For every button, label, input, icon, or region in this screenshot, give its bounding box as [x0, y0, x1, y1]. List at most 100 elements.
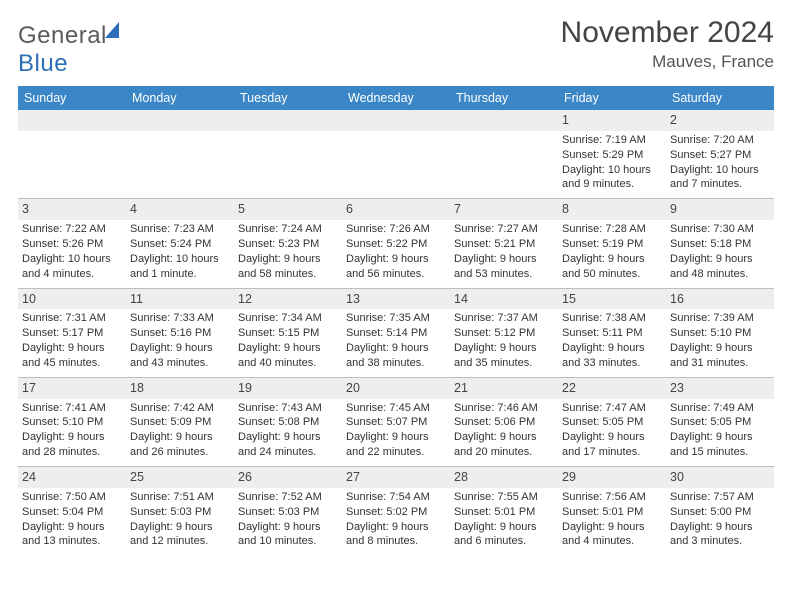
sunrise-line: Sunrise: 7:35 AM [346, 311, 446, 326]
day-empty [18, 110, 126, 198]
sunset-line: Sunset: 5:21 PM [454, 237, 554, 252]
sunrise-line: Sunrise: 7:23 AM [130, 222, 230, 237]
sunset-line: Sunset: 5:16 PM [130, 326, 230, 341]
day-28: 28Sunrise: 7:55 AMSunset: 5:01 PMDayligh… [450, 467, 558, 555]
day-number: 21 [454, 381, 468, 395]
day-9: 9Sunrise: 7:30 AMSunset: 5:18 PMDaylight… [666, 199, 774, 287]
daylight-line: Daylight: 9 hours and 26 minutes. [130, 430, 230, 460]
sunset-line: Sunset: 5:19 PM [562, 237, 662, 252]
daylight-line: Daylight: 9 hours and 22 minutes. [346, 430, 446, 460]
sunset-line: Sunset: 5:12 PM [454, 326, 554, 341]
day-4: 4Sunrise: 7:23 AMSunset: 5:24 PMDaylight… [126, 199, 234, 287]
day-29: 29Sunrise: 7:56 AMSunset: 5:01 PMDayligh… [558, 467, 666, 555]
daylight-line: Daylight: 9 hours and 43 minutes. [130, 341, 230, 371]
day-number-row: 27 [342, 467, 450, 488]
day-number: 27 [346, 470, 360, 484]
day-number [130, 113, 133, 127]
sunrise-line: Sunrise: 7:39 AM [670, 311, 770, 326]
sunset-line: Sunset: 5:03 PM [238, 505, 338, 520]
day-empty [450, 110, 558, 198]
day-17: 17Sunrise: 7:41 AMSunset: 5:10 PMDayligh… [18, 378, 126, 466]
day-number-row: 11 [126, 289, 234, 310]
day-number-row: 21 [450, 378, 558, 399]
day-number-row: 18 [126, 378, 234, 399]
day-number: 30 [670, 470, 684, 484]
sunset-line: Sunset: 5:05 PM [670, 415, 770, 430]
sunset-line: Sunset: 5:10 PM [22, 415, 122, 430]
weeks: 1Sunrise: 7:19 AMSunset: 5:29 PMDaylight… [18, 110, 774, 555]
sunset-line: Sunset: 5:11 PM [562, 326, 662, 341]
day-number [238, 113, 241, 127]
day-18: 18Sunrise: 7:42 AMSunset: 5:09 PMDayligh… [126, 378, 234, 466]
day-20: 20Sunrise: 7:45 AMSunset: 5:07 PMDayligh… [342, 378, 450, 466]
calendar: SundayMondayTuesdayWednesdayThursdayFrid… [18, 86, 774, 555]
day-number-row: 15 [558, 289, 666, 310]
weekday-friday: Friday [558, 86, 666, 110]
daylight-line: Daylight: 10 hours and 1 minute. [130, 252, 230, 282]
sunrise-line: Sunrise: 7:54 AM [346, 490, 446, 505]
day-8: 8Sunrise: 7:28 AMSunset: 5:19 PMDaylight… [558, 199, 666, 287]
sunrise-line: Sunrise: 7:50 AM [22, 490, 122, 505]
day-number-row: 7 [450, 199, 558, 220]
day-number-row: 4 [126, 199, 234, 220]
month-title: November 2024 [561, 16, 774, 50]
day-number: 16 [670, 292, 684, 306]
sunrise-line: Sunrise: 7:38 AM [562, 311, 662, 326]
day-number-row: 6 [342, 199, 450, 220]
day-number-row: 5 [234, 199, 342, 220]
sunrise-line: Sunrise: 7:51 AM [130, 490, 230, 505]
day-number-row [234, 110, 342, 131]
day-number: 26 [238, 470, 252, 484]
day-number-row: 9 [666, 199, 774, 220]
week-row: 24Sunrise: 7:50 AMSunset: 5:04 PMDayligh… [18, 466, 774, 555]
day-number: 5 [238, 202, 245, 216]
weekday-row: SundayMondayTuesdayWednesdayThursdayFrid… [18, 86, 774, 110]
sunset-line: Sunset: 5:10 PM [670, 326, 770, 341]
day-empty [342, 110, 450, 198]
daylight-line: Daylight: 9 hours and 56 minutes. [346, 252, 446, 282]
day-number-row: 28 [450, 467, 558, 488]
week-row: 10Sunrise: 7:31 AMSunset: 5:17 PMDayligh… [18, 288, 774, 377]
sunrise-line: Sunrise: 7:46 AM [454, 401, 554, 416]
day-7: 7Sunrise: 7:27 AMSunset: 5:21 PMDaylight… [450, 199, 558, 287]
day-empty [126, 110, 234, 198]
sunset-line: Sunset: 5:09 PM [130, 415, 230, 430]
sunset-line: Sunset: 5:26 PM [22, 237, 122, 252]
logo: General Blue [18, 16, 119, 78]
sunset-line: Sunset: 5:14 PM [346, 326, 446, 341]
daylight-line: Daylight: 9 hours and 31 minutes. [670, 341, 770, 371]
day-number: 15 [562, 292, 576, 306]
logo-sail-icon [105, 22, 119, 38]
sunset-line: Sunset: 5:27 PM [670, 148, 770, 163]
daylight-line: Daylight: 9 hours and 58 minutes. [238, 252, 338, 282]
daylight-line: Daylight: 9 hours and 50 minutes. [562, 252, 662, 282]
sunrise-line: Sunrise: 7:26 AM [346, 222, 446, 237]
weekday-tuesday: Tuesday [234, 86, 342, 110]
daylight-line: Daylight: 9 hours and 45 minutes. [22, 341, 122, 371]
day-number: 9 [670, 202, 677, 216]
sunrise-line: Sunrise: 7:19 AM [562, 133, 662, 148]
day-number-row: 20 [342, 378, 450, 399]
sunrise-line: Sunrise: 7:55 AM [454, 490, 554, 505]
sunrise-line: Sunrise: 7:34 AM [238, 311, 338, 326]
sunrise-line: Sunrise: 7:22 AM [22, 222, 122, 237]
day-number: 25 [130, 470, 144, 484]
day-number: 22 [562, 381, 576, 395]
day-number-row [18, 110, 126, 131]
sunrise-line: Sunrise: 7:31 AM [22, 311, 122, 326]
day-number-row: 26 [234, 467, 342, 488]
day-13: 13Sunrise: 7:35 AMSunset: 5:14 PMDayligh… [342, 289, 450, 377]
day-number-row: 19 [234, 378, 342, 399]
day-1: 1Sunrise: 7:19 AMSunset: 5:29 PMDaylight… [558, 110, 666, 198]
sunset-line: Sunset: 5:06 PM [454, 415, 554, 430]
daylight-line: Daylight: 9 hours and 33 minutes. [562, 341, 662, 371]
sunrise-line: Sunrise: 7:41 AM [22, 401, 122, 416]
sunrise-line: Sunrise: 7:33 AM [130, 311, 230, 326]
logo-text: General Blue [18, 22, 119, 78]
day-number-row: 22 [558, 378, 666, 399]
day-19: 19Sunrise: 7:43 AMSunset: 5:08 PMDayligh… [234, 378, 342, 466]
day-3: 3Sunrise: 7:22 AMSunset: 5:26 PMDaylight… [18, 199, 126, 287]
day-number: 29 [562, 470, 576, 484]
day-number-row: 25 [126, 467, 234, 488]
day-number: 3 [22, 202, 29, 216]
